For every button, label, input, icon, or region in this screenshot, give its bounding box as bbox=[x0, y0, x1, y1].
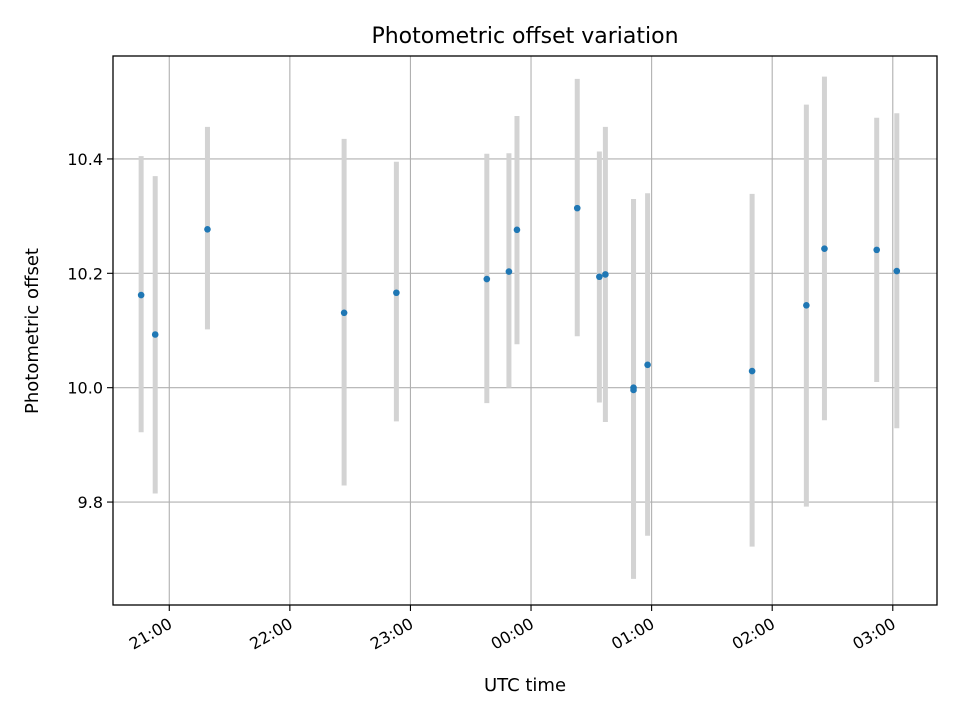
data-point bbox=[151, 331, 159, 338]
x-tick-label: 23:00 bbox=[367, 614, 416, 654]
data-point bbox=[483, 275, 491, 283]
y-axis-label: Photometric offset bbox=[22, 248, 43, 414]
x-axis: 21:00 22:00 23:00 00:00 01:00 02:00 03:00 bbox=[126, 605, 899, 654]
plot-frame bbox=[112, 55, 938, 606]
data-point bbox=[821, 245, 828, 253]
data-point bbox=[596, 273, 603, 281]
data-point bbox=[204, 225, 211, 233]
x-tick-label: 21:00 bbox=[126, 614, 175, 654]
grid bbox=[113, 56, 937, 605]
data-point bbox=[393, 289, 400, 297]
data-point bbox=[137, 291, 145, 299]
x-tick-label: 01:00 bbox=[608, 614, 657, 654]
data-point bbox=[873, 246, 881, 254]
data-point bbox=[505, 268, 513, 275]
x-tick-label: 03:00 bbox=[849, 614, 898, 654]
y-tick-label: 10.2 bbox=[67, 264, 103, 283]
y-axis: 9.8 10.0 10.2 10.4 bbox=[67, 150, 113, 512]
error-bars bbox=[138, 76, 900, 579]
x-tick-label: 02:00 bbox=[729, 614, 778, 654]
data-point bbox=[893, 267, 901, 275]
data-point bbox=[748, 367, 756, 375]
data-point bbox=[602, 271, 609, 278]
data-point bbox=[630, 386, 637, 394]
y-tick-label: 9.8 bbox=[78, 493, 103, 512]
y-tick-label: 10.0 bbox=[67, 379, 103, 398]
data-point bbox=[340, 309, 348, 317]
chart-title: Photometric offset variation bbox=[371, 24, 678, 49]
x-axis-label: UTC time bbox=[484, 675, 566, 696]
data-point bbox=[573, 204, 581, 212]
data-points bbox=[137, 204, 901, 394]
data-point bbox=[803, 302, 810, 309]
x-tick-label: 22:00 bbox=[246, 614, 295, 654]
data-point bbox=[644, 361, 651, 369]
data-point bbox=[513, 226, 521, 234]
y-tick-label: 10.4 bbox=[67, 150, 103, 169]
x-tick-label: 00:00 bbox=[488, 614, 537, 654]
